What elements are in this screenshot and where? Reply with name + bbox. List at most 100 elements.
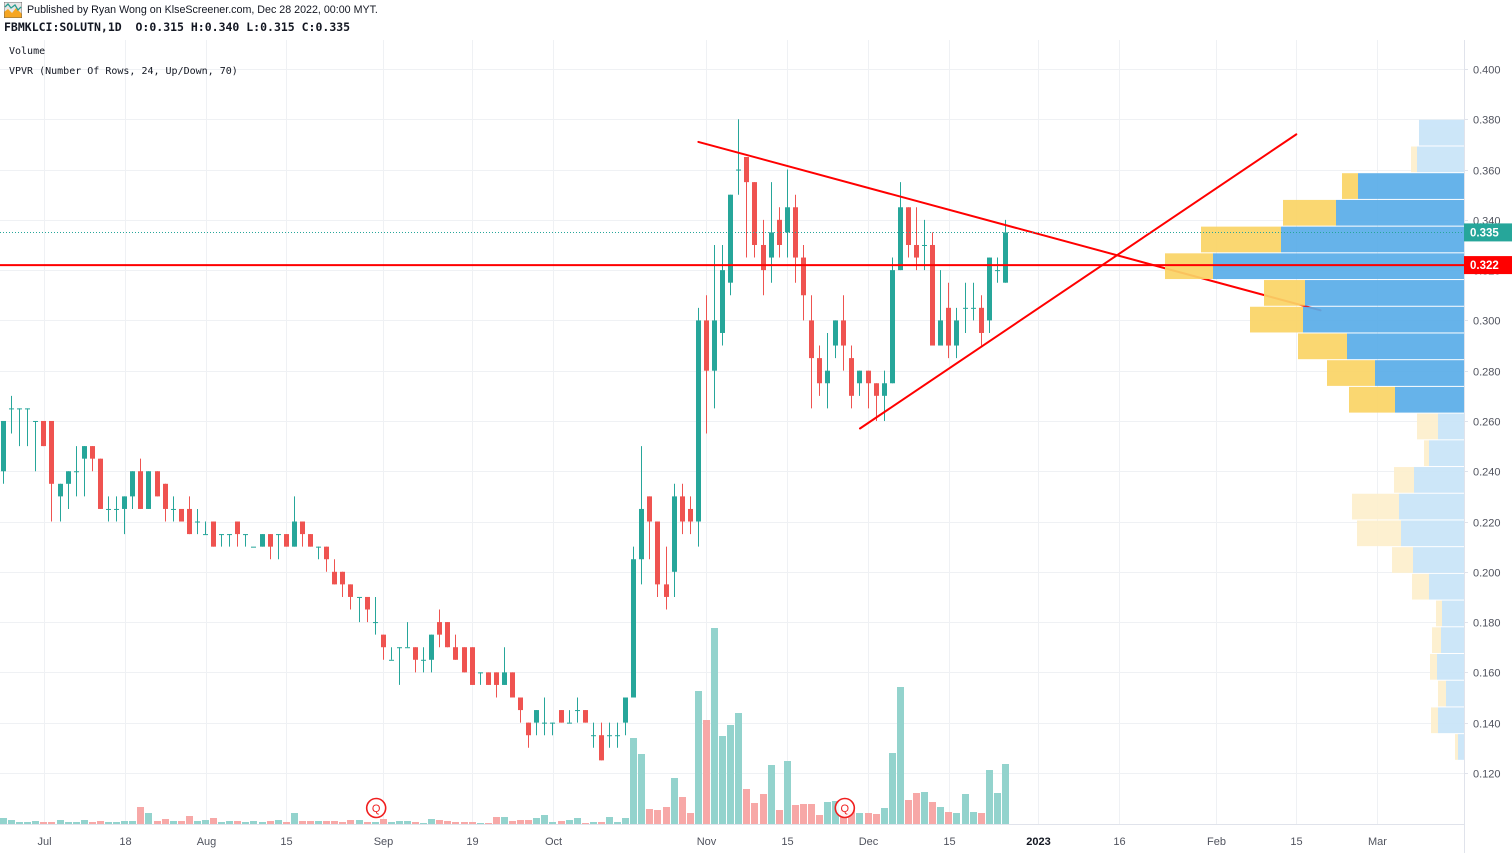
candle bbox=[227, 534, 232, 547]
candle-body bbox=[138, 471, 143, 509]
candle bbox=[971, 282, 976, 321]
price-axis[interactable]: 0.4000.3800.3600.3400.3200.3000.2800.260… bbox=[1464, 65, 1501, 781]
volume-bar bbox=[808, 804, 815, 824]
price-axis-label: 0.140 bbox=[1473, 719, 1501, 731]
candle bbox=[478, 672, 483, 685]
vpvr-up-volume bbox=[1347, 333, 1464, 360]
vpvr-row bbox=[1298, 333, 1464, 360]
candle bbox=[340, 571, 345, 597]
candle-body bbox=[672, 496, 677, 572]
candle-body bbox=[243, 534, 248, 536]
volume-bar bbox=[622, 818, 629, 824]
ohlc-open: O:0.315 bbox=[136, 20, 184, 34]
candle-body bbox=[841, 320, 846, 346]
volume-bar bbox=[501, 817, 508, 824]
legend-vpvr-indicator[interactable]: VPVR (Number Of Rows, 24, Up/Down, 70) bbox=[9, 66, 238, 77]
volume-bar bbox=[711, 628, 718, 824]
descending-resistance-line[interactable] bbox=[697, 140, 1322, 312]
candle-body bbox=[98, 458, 103, 509]
candle bbox=[66, 471, 71, 509]
volume-bar bbox=[291, 813, 298, 824]
volume-bar bbox=[283, 822, 290, 824]
volume-bars bbox=[0, 628, 1009, 824]
vpvr-row bbox=[1392, 547, 1464, 573]
candle-body bbox=[470, 647, 475, 685]
volume-bar bbox=[469, 822, 476, 824]
vpvr-up-volume bbox=[1281, 226, 1464, 253]
vpvr-down-volume bbox=[1424, 440, 1429, 467]
volume-bar bbox=[356, 820, 363, 824]
candle bbox=[357, 596, 362, 623]
volume-bar bbox=[614, 822, 621, 824]
candle-body bbox=[316, 546, 321, 548]
vpvr-row bbox=[1357, 520, 1464, 547]
candle bbox=[219, 534, 224, 547]
volume-bar bbox=[703, 720, 710, 824]
candle bbox=[1003, 219, 1008, 283]
ohlc-close: C:0.335 bbox=[302, 20, 350, 34]
volume-bar bbox=[743, 789, 750, 824]
candle-body bbox=[890, 270, 895, 384]
earnings-marker-icon[interactable]: Q bbox=[834, 797, 856, 819]
volume-bar bbox=[679, 797, 686, 824]
volume-bar bbox=[307, 821, 314, 824]
candle-body bbox=[1, 420, 6, 472]
candle-body bbox=[82, 446, 87, 459]
ohlc-open-value: 0.315 bbox=[149, 19, 184, 34]
marker-label: Q bbox=[372, 803, 381, 815]
volume-bar bbox=[267, 821, 274, 824]
earnings-marker-icon[interactable]: Q bbox=[365, 797, 387, 819]
candle-body bbox=[720, 270, 725, 333]
candle-body bbox=[453, 647, 458, 660]
vpvr-down-volume bbox=[1327, 360, 1375, 386]
time-axis[interactable]: Jul 18 Aug 15 Sep 19 Oct Nov 15 Dec 15 2023 16 Feb 15 M… bbox=[37, 836, 1387, 848]
price-axis-label: 0.220 bbox=[1473, 518, 1501, 530]
candle bbox=[494, 672, 499, 698]
candle bbox=[421, 647, 426, 673]
candle-body bbox=[203, 534, 208, 536]
vpvr-down-volume bbox=[1411, 146, 1417, 173]
candle bbox=[631, 546, 636, 698]
candle bbox=[1, 420, 6, 484]
vpvr-down-volume bbox=[1298, 333, 1347, 360]
candle-body bbox=[647, 496, 652, 522]
vpvr-down-volume bbox=[1165, 253, 1213, 280]
volume-bar bbox=[40, 822, 47, 824]
volume-bar bbox=[485, 823, 492, 824]
vpvr-row bbox=[1455, 734, 1464, 760]
volume-bar bbox=[663, 807, 670, 824]
candle bbox=[90, 446, 95, 472]
vpvr-histogram[interactable] bbox=[1165, 119, 1464, 760]
vpvr-down-volume bbox=[1357, 520, 1401, 547]
candle bbox=[276, 534, 281, 560]
trend-lines[interactable] bbox=[697, 133, 1322, 430]
candle-body bbox=[680, 496, 685, 522]
candle bbox=[591, 722, 596, 748]
candle-body bbox=[276, 534, 281, 536]
candle bbox=[720, 244, 725, 346]
candle bbox=[639, 446, 644, 585]
vpvr-up-volume bbox=[1441, 627, 1464, 654]
candle-body bbox=[486, 672, 491, 685]
vpvr-down-volume bbox=[1438, 680, 1446, 707]
ascending-support-line[interactable] bbox=[858, 133, 1298, 430]
candle bbox=[874, 383, 879, 421]
volume-bar bbox=[170, 821, 177, 824]
time-axis-label: 19 bbox=[466, 836, 478, 848]
candle bbox=[736, 119, 741, 195]
candle bbox=[542, 697, 547, 736]
volume-bar bbox=[913, 793, 920, 824]
candle-body bbox=[607, 735, 612, 737]
candle-body bbox=[502, 672, 507, 685]
candle-body bbox=[518, 697, 523, 711]
vpvr-up-volume bbox=[1358, 173, 1464, 199]
vpvr-up-volume bbox=[1213, 253, 1464, 280]
legend-volume-indicator[interactable]: Volume bbox=[9, 46, 46, 57]
price-axis-label: 0.280 bbox=[1473, 367, 1501, 379]
candle-body bbox=[615, 735, 620, 737]
volume-bar bbox=[372, 822, 379, 824]
candle bbox=[251, 546, 256, 548]
candle bbox=[801, 244, 806, 321]
